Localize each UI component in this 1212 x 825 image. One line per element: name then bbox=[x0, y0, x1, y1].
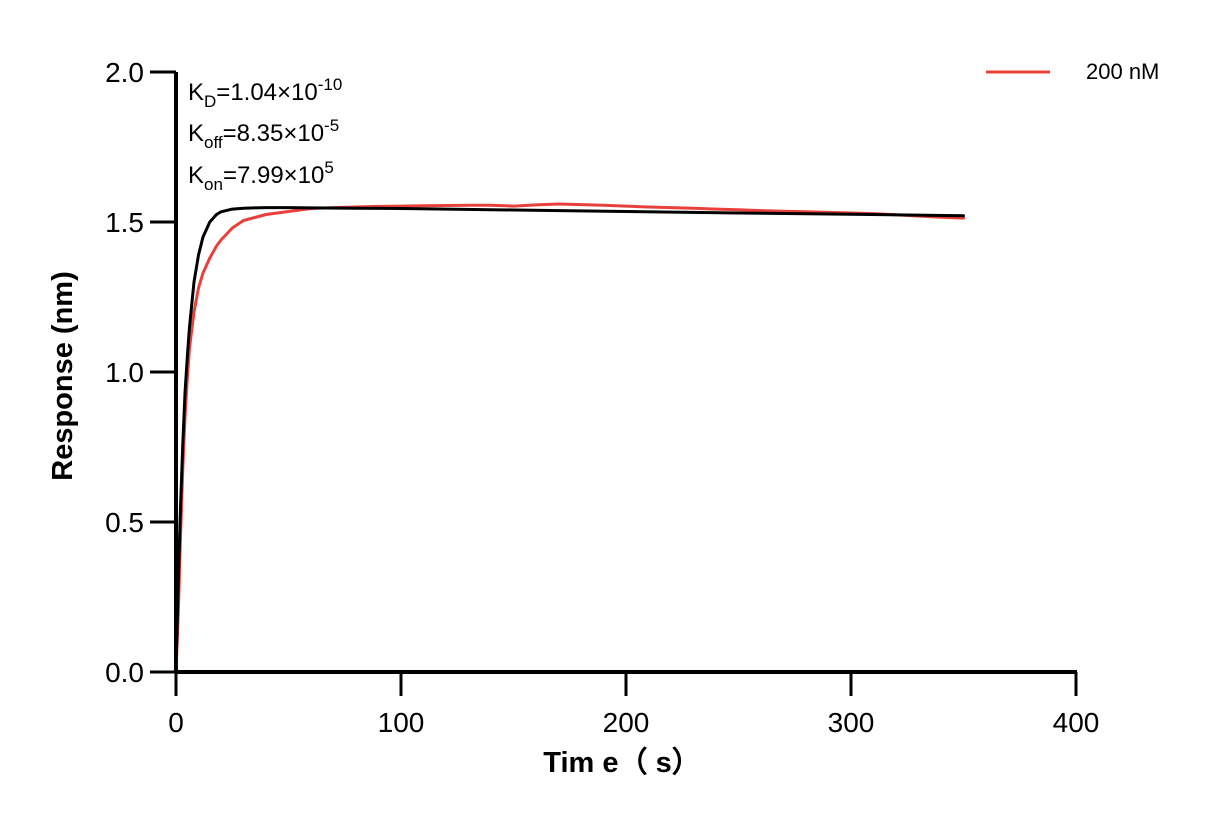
y-tick-label: 0.5 bbox=[105, 507, 144, 538]
kd-value: =1.04×10 bbox=[216, 79, 317, 106]
series-layer bbox=[174, 202, 965, 674]
kon-label: K bbox=[188, 162, 204, 189]
fit-curve-line bbox=[174, 206, 965, 674]
koff-value: =8.35×10 bbox=[223, 120, 324, 147]
y-ticks: 0.0 0.5 1.0 1.5 2.0 bbox=[105, 57, 176, 688]
koff-label: K bbox=[188, 120, 204, 147]
koff-exp: -5 bbox=[324, 116, 339, 135]
koff-annotation: Koff=8.35×10-5 bbox=[188, 116, 339, 152]
kd-label: K bbox=[188, 79, 204, 106]
kon-value: =7.99×10 bbox=[223, 162, 324, 189]
series-line-200nm bbox=[174, 202, 965, 674]
x-tick-label: 300 bbox=[828, 707, 875, 738]
y-tick-label: 0.0 bbox=[105, 657, 144, 688]
kinetics-annotations: KD=1.04×10-10 Koff=8.35×10-5 Kon=7.99×10… bbox=[188, 75, 342, 194]
y-axis-title: Response (nm) bbox=[47, 271, 79, 480]
koff-sub: off bbox=[204, 133, 223, 152]
legend: 200 nM bbox=[986, 59, 1159, 84]
x-tick-label: 100 bbox=[378, 707, 425, 738]
x-tick-label: 0 bbox=[168, 707, 184, 738]
x-tick-label: 400 bbox=[1053, 707, 1100, 738]
kd-exp: -10 bbox=[318, 75, 343, 94]
y-tick-label: 1.0 bbox=[105, 357, 144, 388]
kon-exp: 5 bbox=[324, 158, 333, 177]
legend-label-200nm: 200 nM bbox=[1086, 59, 1159, 84]
y-tick-label: 1.5 bbox=[105, 207, 144, 238]
kd-sub: D bbox=[204, 92, 216, 111]
x-ticks: 0 100 200 300 400 bbox=[168, 672, 1099, 738]
x-tick-label: 200 bbox=[603, 707, 650, 738]
kon-sub: on bbox=[204, 175, 223, 194]
y-tick-label: 2.0 bbox=[105, 57, 144, 88]
kd-annotation: KD=1.04×10-10 bbox=[188, 75, 342, 111]
kon-annotation: Kon=7.99×105 bbox=[188, 158, 334, 194]
x-axis-title: Tim e（ s） bbox=[543, 746, 700, 779]
